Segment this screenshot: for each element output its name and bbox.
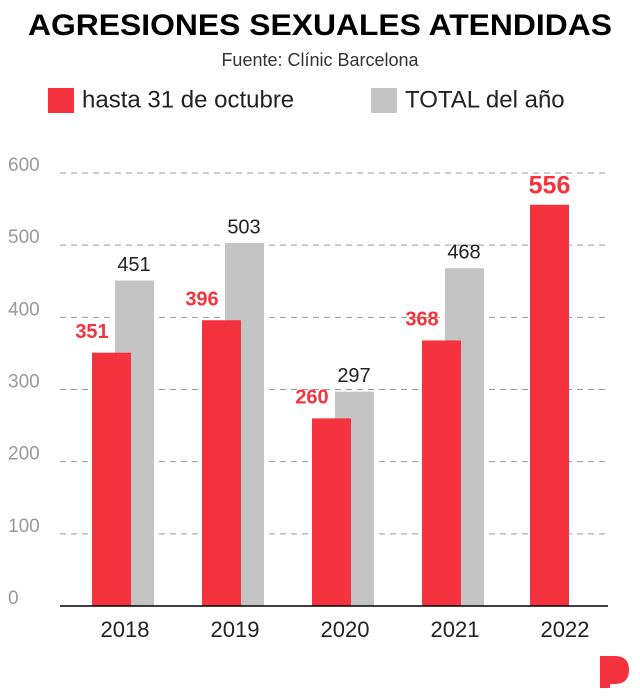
bar (422, 340, 461, 606)
x-tick-label: 2018 (101, 617, 150, 642)
chart-title: AGRESIONES SEXUALES ATENDIDAS (28, 9, 612, 42)
value-label: 503 (227, 216, 260, 238)
value-label: 468 (447, 242, 480, 264)
y-tick-label: 600 (8, 155, 40, 176)
value-label: 260 (295, 387, 328, 409)
value-label: 556 (529, 171, 571, 199)
y-tick-label: 0 (8, 588, 19, 609)
value-label: 396 (185, 289, 218, 311)
value-label: 451 (117, 254, 150, 276)
legend-swatch (48, 88, 74, 113)
x-tick-label: 2022 (541, 617, 590, 642)
legend-swatch (371, 88, 397, 113)
logo (600, 656, 629, 688)
bar (92, 352, 131, 606)
bar (202, 320, 241, 606)
y-tick-label: 300 (8, 372, 40, 393)
legend-label: hasta 31 de octubre (82, 86, 294, 113)
x-tick-label: 2019 (211, 617, 260, 642)
y-tick-label: 400 (8, 299, 40, 320)
y-tick-label: 200 (8, 444, 40, 465)
x-tick-label: 2021 (431, 617, 480, 642)
legend-label: TOTAL del año (405, 86, 565, 113)
y-tick-label: 500 (8, 227, 40, 248)
value-label: 368 (405, 309, 438, 331)
chart-subtitle: Fuente: Clínic Barcelona (221, 50, 419, 70)
value-label: 351 (75, 321, 108, 343)
x-tick-label: 2020 (321, 617, 370, 642)
bar (312, 418, 351, 606)
y-tick-label: 100 (8, 516, 40, 537)
value-label: 297 (337, 365, 370, 387)
bar (530, 204, 569, 606)
